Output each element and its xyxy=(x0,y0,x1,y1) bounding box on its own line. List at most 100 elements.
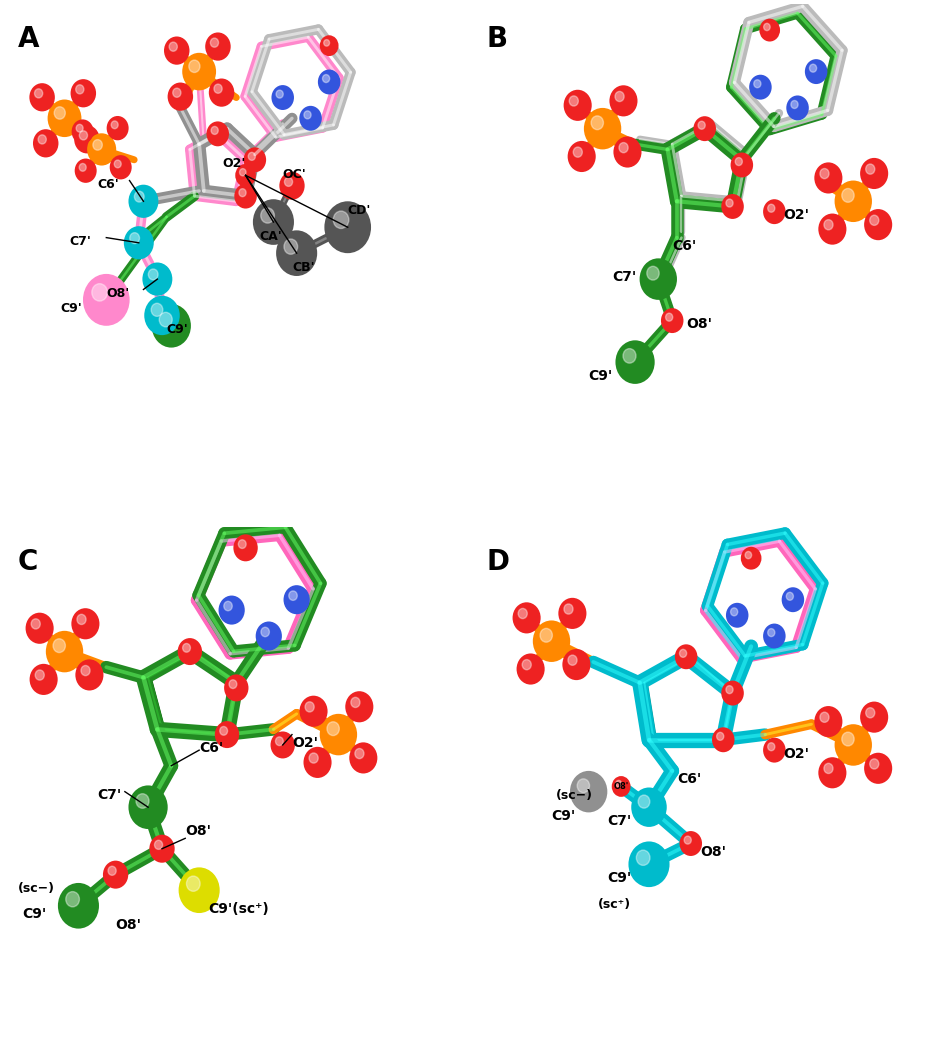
Circle shape xyxy=(235,185,256,208)
Circle shape xyxy=(135,191,144,202)
Circle shape xyxy=(30,84,54,110)
Circle shape xyxy=(559,598,585,628)
Circle shape xyxy=(723,681,742,705)
Circle shape xyxy=(186,876,200,891)
Circle shape xyxy=(240,169,246,175)
Circle shape xyxy=(81,666,90,675)
Circle shape xyxy=(662,309,682,332)
Circle shape xyxy=(323,75,329,83)
Text: C7': C7' xyxy=(607,814,631,828)
Circle shape xyxy=(518,608,527,618)
Circle shape xyxy=(154,840,163,849)
Circle shape xyxy=(613,777,630,796)
Circle shape xyxy=(189,60,199,72)
Circle shape xyxy=(180,868,218,912)
Text: O8': O8' xyxy=(614,782,629,791)
Circle shape xyxy=(276,90,283,98)
Circle shape xyxy=(130,786,167,828)
Circle shape xyxy=(568,142,595,171)
Circle shape xyxy=(750,76,771,99)
Circle shape xyxy=(136,794,149,808)
Circle shape xyxy=(764,739,785,761)
Circle shape xyxy=(865,754,891,783)
Circle shape xyxy=(534,622,569,660)
Circle shape xyxy=(351,697,360,708)
Circle shape xyxy=(84,275,129,324)
Circle shape xyxy=(679,649,687,657)
Circle shape xyxy=(159,312,172,327)
Circle shape xyxy=(305,748,330,777)
Text: C9': C9' xyxy=(551,808,576,823)
Circle shape xyxy=(861,159,887,188)
Circle shape xyxy=(636,850,650,865)
Circle shape xyxy=(564,650,589,679)
Text: O2': O2' xyxy=(222,158,246,170)
Circle shape xyxy=(31,618,40,629)
Circle shape xyxy=(350,743,376,773)
Circle shape xyxy=(93,140,103,150)
Circle shape xyxy=(717,732,724,740)
Circle shape xyxy=(569,96,579,106)
Circle shape xyxy=(72,121,92,143)
Circle shape xyxy=(272,733,294,757)
Circle shape xyxy=(179,639,201,664)
Circle shape xyxy=(284,177,293,187)
Text: O8': O8' xyxy=(686,317,712,331)
Circle shape xyxy=(169,42,177,51)
Text: (sc−): (sc−) xyxy=(556,789,593,802)
Text: C6': C6' xyxy=(199,741,223,755)
Circle shape xyxy=(726,686,733,694)
Circle shape xyxy=(632,789,665,826)
Text: C9': C9' xyxy=(589,369,613,383)
Circle shape xyxy=(732,153,752,176)
Text: C6': C6' xyxy=(97,177,119,191)
Circle shape xyxy=(111,121,119,129)
Circle shape xyxy=(152,303,163,316)
Circle shape xyxy=(573,147,582,157)
Circle shape xyxy=(289,591,297,601)
Circle shape xyxy=(571,772,606,812)
Circle shape xyxy=(309,753,318,763)
Circle shape xyxy=(66,891,79,907)
Circle shape xyxy=(35,89,42,98)
Circle shape xyxy=(108,866,116,876)
Circle shape xyxy=(730,608,738,616)
Text: O8': O8' xyxy=(185,824,211,838)
Circle shape xyxy=(820,758,845,788)
Circle shape xyxy=(173,88,181,98)
Circle shape xyxy=(321,715,356,754)
Circle shape xyxy=(35,670,44,680)
Circle shape xyxy=(865,210,891,239)
Circle shape xyxy=(92,284,107,301)
Text: C7': C7' xyxy=(69,235,91,248)
Circle shape xyxy=(327,721,340,736)
Circle shape xyxy=(333,211,349,229)
Circle shape xyxy=(208,123,228,145)
Text: C7': C7' xyxy=(612,270,636,285)
Circle shape xyxy=(619,143,629,152)
Circle shape xyxy=(764,625,785,648)
Text: O2': O2' xyxy=(292,736,318,750)
Text: CB': CB' xyxy=(292,260,314,274)
Circle shape xyxy=(79,164,87,171)
Circle shape xyxy=(727,604,747,627)
Circle shape xyxy=(355,749,364,759)
Circle shape xyxy=(820,168,829,178)
Circle shape xyxy=(261,208,275,224)
Circle shape xyxy=(76,660,103,690)
Circle shape xyxy=(278,231,316,275)
Circle shape xyxy=(151,836,174,862)
Circle shape xyxy=(130,186,157,217)
Circle shape xyxy=(130,233,139,244)
Circle shape xyxy=(210,80,233,106)
Circle shape xyxy=(257,623,280,650)
Circle shape xyxy=(623,349,636,363)
Circle shape xyxy=(630,842,668,886)
Circle shape xyxy=(300,697,327,726)
Circle shape xyxy=(152,306,190,346)
Circle shape xyxy=(143,264,171,295)
Circle shape xyxy=(125,227,152,258)
Text: C: C xyxy=(18,548,39,575)
Circle shape xyxy=(713,729,733,751)
Circle shape xyxy=(768,742,774,751)
